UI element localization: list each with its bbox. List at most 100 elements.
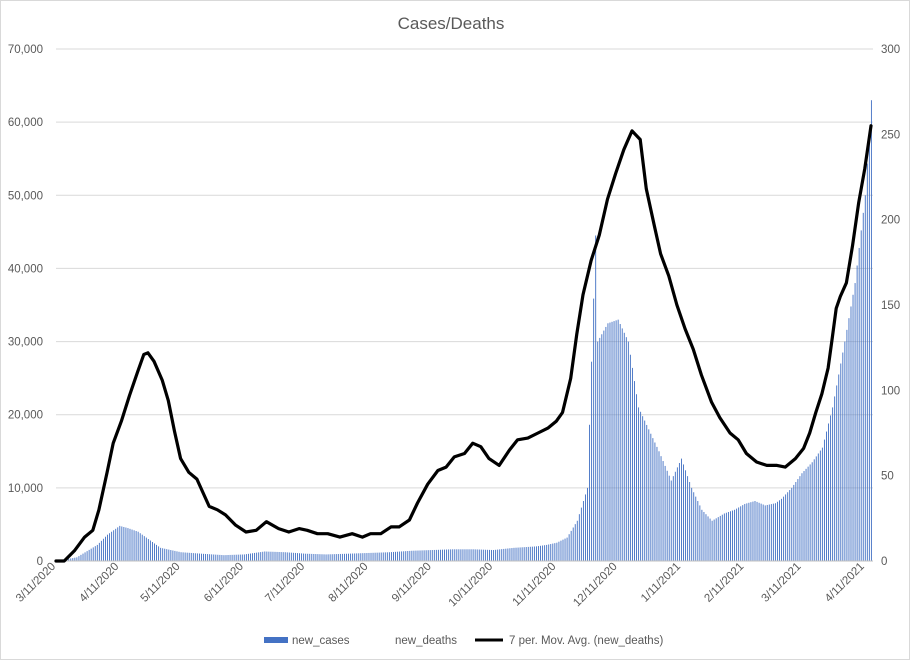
new-cases-bar	[693, 492, 694, 561]
chart-title: Cases/Deaths	[398, 14, 505, 33]
new-cases-bar	[765, 505, 766, 561]
new-cases-bar	[223, 555, 224, 561]
new-cases-bar	[252, 553, 253, 561]
new-cases-bar	[518, 548, 519, 561]
new-cases-bar	[162, 548, 163, 561]
new-cases-bar	[730, 511, 731, 561]
new-cases-bar	[563, 540, 564, 561]
new-cases-bar	[479, 550, 480, 561]
new-cases-bar	[669, 476, 670, 561]
new-cases-bar	[644, 421, 645, 561]
new-cases-bar	[324, 554, 325, 561]
new-cases-bar	[726, 513, 727, 561]
new-cases-bar	[399, 552, 400, 561]
new-cases-bar	[538, 546, 539, 561]
new-cases-bar	[456, 549, 457, 561]
new-cases-bar	[859, 248, 860, 561]
new-cases-bar	[440, 550, 441, 561]
x-tick-label: 9/11/2020	[390, 561, 434, 605]
new-cases-bar	[663, 461, 664, 561]
new-cases-bar	[354, 553, 355, 561]
new-cases-bar	[708, 516, 709, 561]
new-cases-bar	[624, 333, 625, 561]
new-cases-bar	[699, 505, 700, 561]
new-cases-bar	[379, 553, 380, 561]
new-cases-bar	[164, 549, 165, 561]
new-cases-bar	[628, 342, 629, 561]
new-cases-bar	[250, 554, 251, 561]
new-cases-bar	[146, 538, 147, 561]
new-cases-bar	[371, 553, 372, 561]
new-cases-bar	[232, 555, 233, 561]
left-tick-label: 0	[37, 556, 43, 568]
new-cases-bar	[411, 551, 412, 561]
new-cases-bar	[810, 464, 811, 561]
new-cases-bar	[646, 425, 647, 561]
new-cases-bar	[268, 552, 269, 561]
new-cases-bar	[867, 164, 868, 561]
new-cases-bar	[781, 499, 782, 561]
x-tick-label: 11/11/2020	[511, 561, 559, 609]
new-cases-bar	[691, 488, 692, 561]
new-cases-bar	[383, 552, 384, 561]
new-cases-bar	[532, 547, 533, 561]
new-cases-bar	[258, 552, 259, 561]
new-cases-bar	[418, 551, 419, 561]
new-cases-bar	[840, 364, 841, 561]
new-cases-bar	[393, 552, 394, 561]
new-cases-bar	[565, 539, 566, 561]
new-cases-bar	[569, 534, 570, 561]
new-cases-bar	[487, 550, 488, 561]
new-cases-bar	[438, 550, 439, 561]
new-cases-bar	[589, 425, 590, 561]
new-cases-bar	[734, 510, 735, 561]
new-cases-bar	[432, 550, 433, 561]
new-cases-bar	[542, 545, 543, 561]
new-cases-bar	[714, 520, 715, 561]
new-cases-bar	[338, 554, 339, 561]
new-cases-bar	[121, 526, 122, 561]
new-cases-bar	[703, 512, 704, 561]
new-cases-bar	[191, 553, 192, 561]
new-cases-bar	[648, 429, 649, 561]
new-cases-bar	[605, 327, 606, 561]
new-cases-bar	[291, 553, 292, 561]
new-cases-bar	[536, 546, 537, 561]
new-cases-bar	[413, 551, 414, 561]
new-cases-bar	[415, 551, 416, 561]
new-cases-bar	[330, 554, 331, 561]
new-cases-bar	[732, 511, 733, 561]
new-cases-bar	[544, 545, 545, 561]
gridlines	[56, 49, 873, 488]
new-cases-bar	[187, 553, 188, 561]
new-cases-bar	[779, 500, 780, 561]
new-cases-bar	[136, 531, 137, 561]
new-cases-bar	[667, 471, 668, 561]
new-cases-bar	[270, 552, 271, 561]
new-cases-bar	[315, 554, 316, 561]
new-cases-bar	[391, 552, 392, 561]
new-cases-bar	[158, 546, 159, 561]
new-cases-bar	[495, 550, 496, 561]
new-cases-bar	[397, 552, 398, 561]
new-cases-bar	[226, 555, 227, 561]
new-cases-bar	[328, 554, 329, 561]
new-cases-bar	[152, 542, 153, 561]
new-cases-bar	[612, 322, 613, 561]
new-cases-bar	[797, 479, 798, 561]
new-cases-bar	[138, 532, 139, 561]
new-cases-bar	[830, 415, 831, 561]
new-cases-bar	[254, 553, 255, 561]
new-cases-bar	[736, 509, 737, 561]
new-cases-bar	[748, 503, 749, 561]
new-cases-bar	[483, 550, 484, 561]
new-cases-bar	[675, 472, 676, 561]
new-cases-bar	[546, 545, 547, 561]
new-cases-bar	[319, 554, 320, 561]
new-cases-bar	[716, 518, 717, 561]
new-cases-bar	[150, 541, 151, 561]
new-cases-bar	[317, 554, 318, 561]
right-tick-label: 300	[881, 44, 900, 56]
new-cases-bar	[93, 547, 94, 561]
